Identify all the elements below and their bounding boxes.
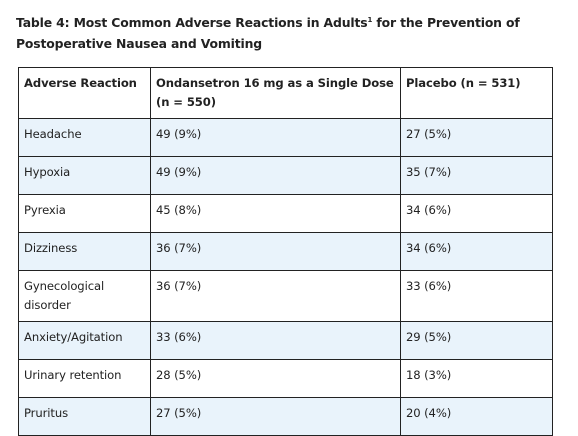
reaction-cell: Gynecological disorder <box>18 270 151 322</box>
table-row: Headache 49 (9%) 27 (5%) <box>18 118 553 157</box>
ondansetron-cell: 36 (7%) <box>150 270 401 322</box>
ondansetron-cell: 36 (7%) <box>150 232 401 271</box>
placebo-cell: 29 (5%) <box>400 321 553 360</box>
table-row: Anxiety/Agitation 33 (6%) 29 (5%) <box>18 321 553 360</box>
caption-title: Table 4: Most Common Adverse Reactions i… <box>16 15 368 30</box>
reaction-cell: Pruritus <box>18 397 151 436</box>
reaction-cell: Anxiety/Agitation <box>18 321 151 360</box>
table-header-row: Adverse Reaction Ondansetron 16 mg as a … <box>18 67 553 119</box>
table-row: Hypoxia 49 (9%) 35 (7%) <box>18 156 553 195</box>
reaction-cell: Hypoxia <box>18 156 151 195</box>
ondansetron-cell: 27 (5%) <box>150 397 401 436</box>
placebo-cell: 27 (5%) <box>400 118 553 157</box>
placebo-cell: 35 (7%) <box>400 156 553 195</box>
footnote-marker[interactable]: 1 <box>367 16 373 24</box>
placebo-cell: 34 (6%) <box>400 194 553 233</box>
adverse-reactions-table: Adverse Reaction Ondansetron 16 mg as a … <box>18 67 553 436</box>
header-adverse-reaction: Adverse Reaction <box>18 67 151 119</box>
ondansetron-cell: 49 (9%) <box>150 156 401 195</box>
header-ondansetron: Ondansetron 16 mg as a Single Dose (n = … <box>150 67 401 119</box>
placebo-cell: 33 (6%) <box>400 270 553 322</box>
header-placebo: Placebo (n = 531) <box>400 67 553 119</box>
table-row: Pyrexia 45 (8%) 34 (6%) <box>18 194 553 233</box>
reaction-cell: Pyrexia <box>18 194 151 233</box>
table-row: Dizziness 36 (7%) 34 (6%) <box>18 232 553 271</box>
caption-title-continued: for the Prevention of Postoperative Naus… <box>16 15 520 51</box>
table-row: Pruritus 27 (5%) 20 (4%) <box>18 397 553 436</box>
reaction-cell: Headache <box>18 118 151 157</box>
ondansetron-cell: 33 (6%) <box>150 321 401 360</box>
placebo-cell: 34 (6%) <box>400 232 553 271</box>
table-row: Gynecological disorder 36 (7%) 33 (6%) <box>18 270 553 322</box>
table-caption: Table 4: Most Common Adverse Reactions i… <box>16 12 572 54</box>
ondansetron-cell: 49 (9%) <box>150 118 401 157</box>
ondansetron-cell: 45 (8%) <box>150 194 401 233</box>
placebo-cell: 20 (4%) <box>400 397 553 436</box>
table-row: Urinary retention 28 (5%) 18 (3%) <box>18 359 553 398</box>
reaction-cell: Urinary retention <box>18 359 151 398</box>
ondansetron-cell: 28 (5%) <box>150 359 401 398</box>
placebo-cell: 18 (3%) <box>400 359 553 398</box>
reaction-cell: Dizziness <box>18 232 151 271</box>
